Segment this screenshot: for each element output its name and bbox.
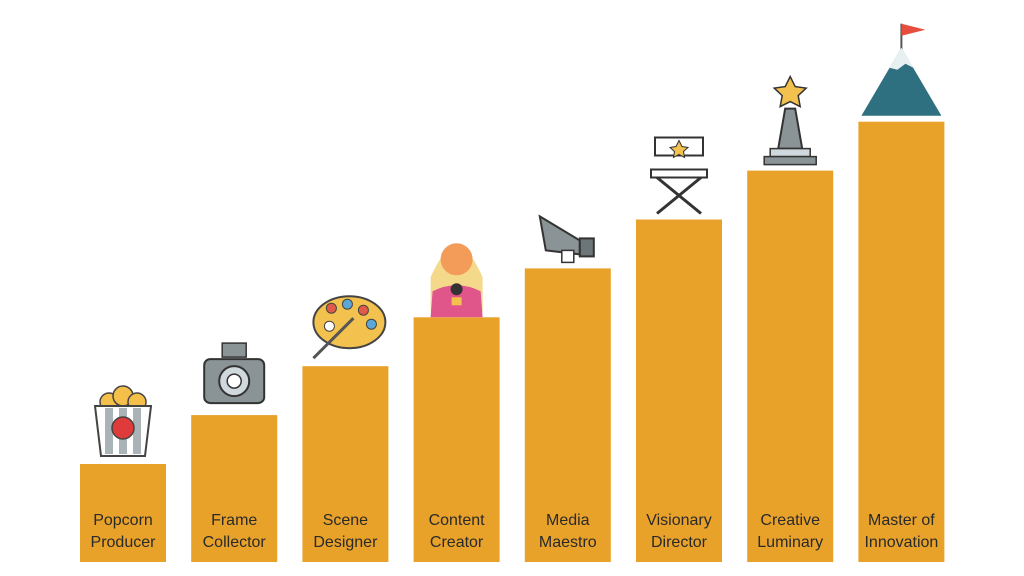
step-label: Innovation xyxy=(864,534,938,551)
step-icon xyxy=(538,214,595,264)
icon-part xyxy=(861,47,942,116)
icon-part xyxy=(763,155,817,166)
step-icon xyxy=(650,136,708,215)
icon-part xyxy=(650,168,708,179)
icon-part xyxy=(777,107,804,150)
icon-part xyxy=(440,243,473,276)
step-icon xyxy=(763,74,817,166)
icon-part xyxy=(901,23,926,36)
step-label: Media xyxy=(546,512,590,529)
icon-part xyxy=(312,317,355,360)
icon-part xyxy=(451,297,462,306)
step-icon xyxy=(203,342,266,405)
step-label: Scene xyxy=(323,512,368,529)
step: Content Creator xyxy=(413,243,500,562)
icon-part xyxy=(668,139,690,159)
step-label: Content xyxy=(429,512,486,529)
step-label: Creator xyxy=(430,534,484,551)
icon-part xyxy=(325,302,337,314)
step-bar xyxy=(524,268,611,562)
step-bar xyxy=(191,415,278,562)
icon-part xyxy=(133,408,141,454)
step-bar xyxy=(413,317,500,562)
icon-part xyxy=(105,408,113,454)
step: Master of Innovation xyxy=(858,23,945,562)
step: Popcorn Producer xyxy=(80,385,166,562)
step-icon xyxy=(861,23,942,116)
step: Visionary Director xyxy=(636,136,722,562)
step-label: Frame xyxy=(211,512,257,529)
icon-part xyxy=(221,342,247,358)
icon-part xyxy=(578,237,595,258)
icon-part xyxy=(772,74,808,108)
step: Frame Collector xyxy=(191,342,278,562)
step-label: Master of xyxy=(868,512,935,529)
icon-part xyxy=(769,147,811,158)
step-bar xyxy=(80,464,166,562)
step-label: Visionary xyxy=(646,512,712,529)
step-label: Popcorn xyxy=(93,512,153,529)
icon-part xyxy=(561,249,575,264)
step-bar xyxy=(858,121,945,562)
step-bar xyxy=(636,219,722,562)
step-label: Maestro xyxy=(539,534,597,551)
icon-part xyxy=(656,176,702,215)
icon-part xyxy=(341,298,353,310)
step-icon xyxy=(93,385,153,457)
icon-part xyxy=(357,304,369,316)
icon-part xyxy=(323,320,335,332)
step-label: Luminary xyxy=(757,534,823,551)
step-bar xyxy=(747,170,834,562)
step-bar xyxy=(302,366,389,562)
step: Scene Designer xyxy=(302,295,389,562)
step-icon xyxy=(312,295,387,360)
step-label: Designer xyxy=(313,534,378,551)
icon-part xyxy=(365,318,377,330)
icon-part xyxy=(450,283,463,296)
step-label: Collector xyxy=(203,534,267,551)
step-label: Director xyxy=(651,534,708,551)
step: Media Maestro xyxy=(524,214,611,562)
icon-part xyxy=(889,47,914,70)
icon-part xyxy=(538,214,581,256)
step-label: Creative xyxy=(760,512,820,529)
step-label: Producer xyxy=(91,534,157,551)
icon-part xyxy=(226,373,242,389)
step: Creative Luminary xyxy=(747,74,834,562)
step-icon xyxy=(430,243,483,318)
icon-part xyxy=(111,416,135,440)
